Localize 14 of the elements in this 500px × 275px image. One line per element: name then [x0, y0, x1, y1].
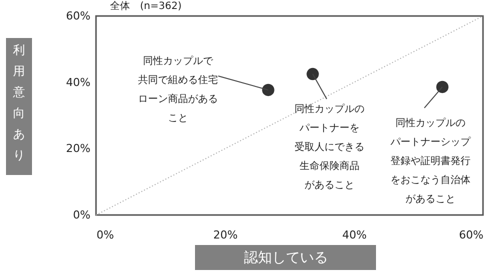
x-axis-title: 認知している: [244, 250, 328, 266]
y-axis-title: 利用意向あり: [12, 43, 25, 162]
x-tick-label: 0%: [96, 228, 114, 242]
x-tick-label: 20%: [213, 228, 238, 242]
y-tick-label: 20%: [66, 142, 90, 156]
annotation: 同性カップルのパートナーシップ登録や証明書発行をおこなう自治体があること: [389, 116, 472, 205]
y-tick-label: 40%: [66, 76, 90, 89]
annotation: 同性カップルで共同で組める住宅ローン商品があること: [138, 54, 218, 124]
y-tick-label: 0%: [73, 208, 90, 222]
x-tick-label: 40%: [342, 228, 367, 242]
y-tick-label: 60%: [66, 10, 90, 22]
chart-title: 全体 (n=362): [110, 0, 182, 12]
annotation: 同性カップルのパートナーを受取人にできる生命保険商品があること: [294, 103, 365, 192]
x-tick-label: 60%: [459, 228, 484, 242]
